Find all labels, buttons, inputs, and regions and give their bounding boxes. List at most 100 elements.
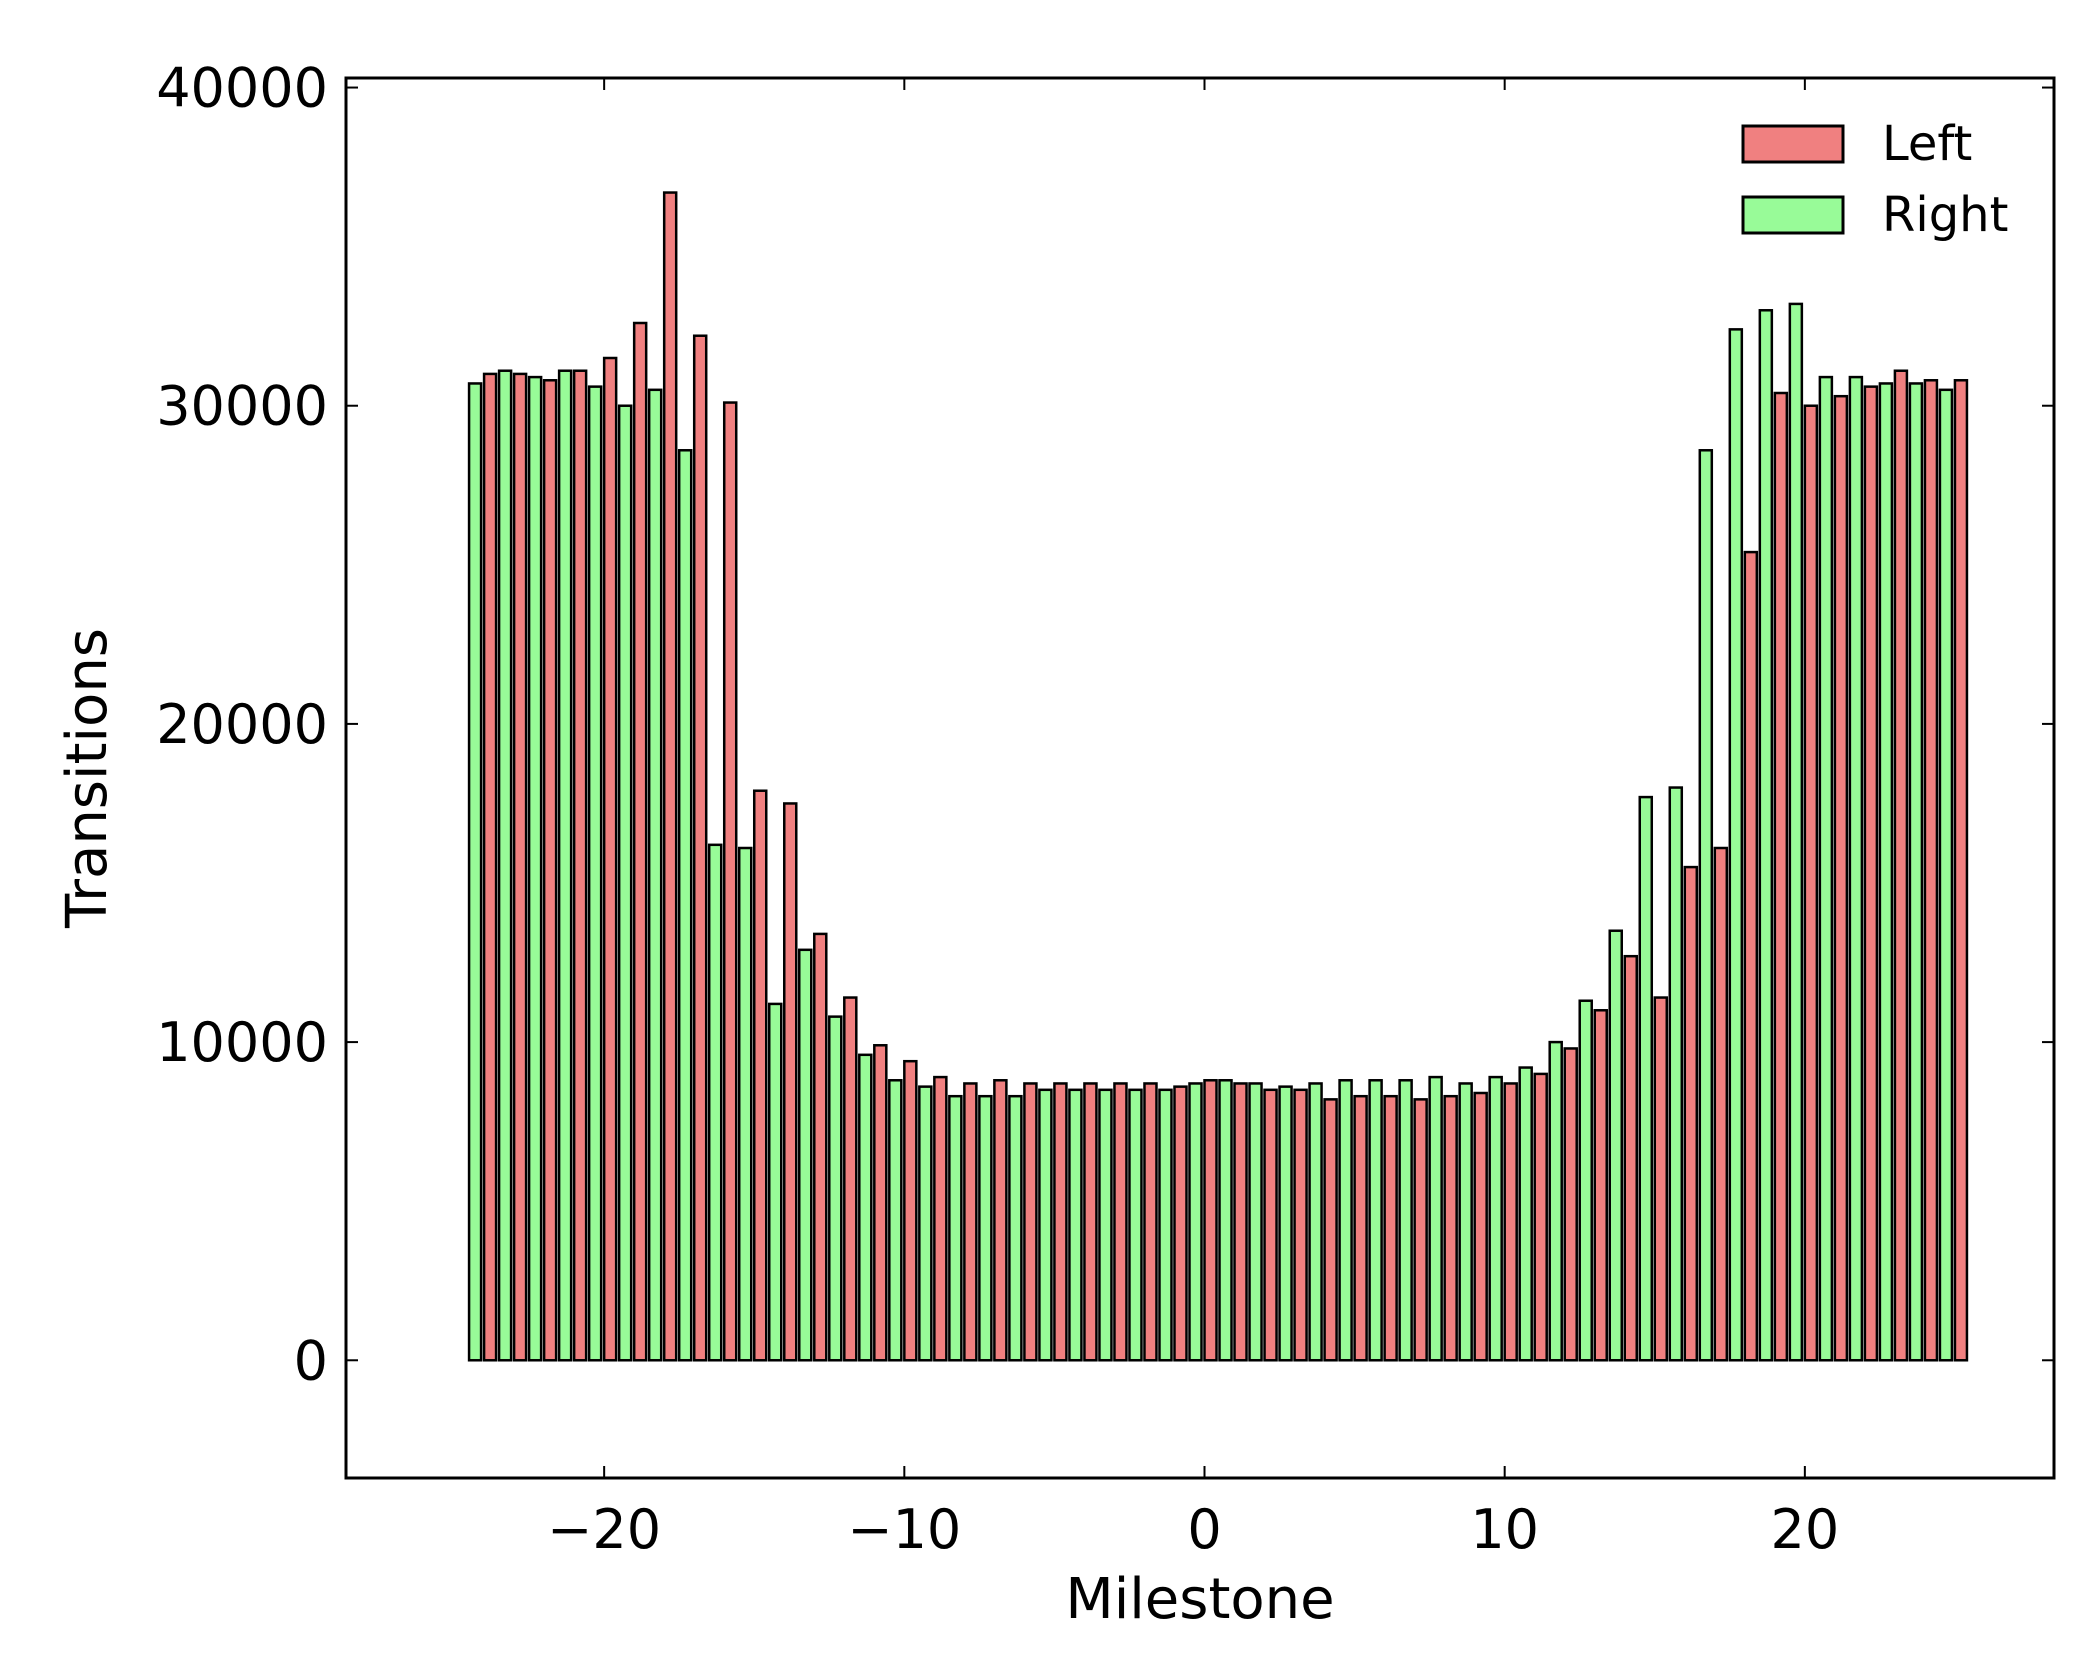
bar-right-46 — [1848, 375, 1864, 1362]
bar-left-32 — [1443, 1094, 1458, 1362]
bar-right-34 — [1488, 1075, 1503, 1362]
bar-right-31 — [1398, 1079, 1413, 1362]
bar-left-3 — [572, 369, 588, 1362]
bar-right-6 — [647, 388, 663, 1362]
bar-left-14 — [903, 1059, 918, 1362]
bar-left-12 — [843, 996, 858, 1362]
bar-left-27 — [1293, 1088, 1308, 1362]
bar-right-15 — [918, 1085, 933, 1362]
bar-left-22 — [1143, 1082, 1158, 1362]
bar-right-35 — [1518, 1066, 1533, 1362]
bar-right-28 — [1308, 1082, 1323, 1362]
series-right-bars — [467, 302, 1954, 1362]
bar-right-41 — [1698, 449, 1714, 1362]
bar-left-21 — [1113, 1082, 1128, 1362]
bar-left-25 — [1233, 1082, 1248, 1362]
bar-right-40 — [1668, 786, 1684, 1362]
x-tick-label-3: 10 — [1470, 1498, 1539, 1561]
legend-label-right: Right — [1882, 187, 2008, 243]
bar-left-33 — [1473, 1091, 1488, 1362]
bar-left-41 — [1713, 846, 1729, 1362]
bar-left-24 — [1203, 1079, 1218, 1362]
bar-right-43 — [1758, 309, 1774, 1362]
bar-right-29 — [1338, 1079, 1353, 1362]
bar-left-13 — [873, 1044, 888, 1362]
bar-left-1 — [512, 372, 528, 1362]
bar-left-6 — [662, 191, 678, 1362]
bar-right-20 — [1068, 1088, 1083, 1362]
bar-right-10 — [767, 1002, 783, 1362]
bar-left-0 — [482, 372, 498, 1362]
bar-right-38 — [1608, 929, 1623, 1362]
bar-left-19 — [1053, 1082, 1068, 1362]
bar-right-47 — [1878, 382, 1894, 1362]
bar-right-44 — [1788, 302, 1804, 1362]
bar-right-23 — [1158, 1088, 1173, 1362]
bar-right-22 — [1128, 1088, 1143, 1362]
bar-left-2 — [542, 379, 558, 1362]
y-tick-label-3: 30000 — [156, 375, 328, 438]
bar-right-12 — [828, 1015, 843, 1362]
bar-right-14 — [888, 1079, 903, 1362]
legend-label-left: Left — [1882, 116, 1972, 172]
bar-left-10 — [783, 802, 798, 1362]
bar-right-17 — [978, 1094, 993, 1362]
bar-left-26 — [1263, 1088, 1278, 1362]
bar-left-40 — [1683, 865, 1699, 1362]
bar-left-35 — [1533, 1072, 1548, 1362]
bar-left-46 — [1863, 385, 1879, 1362]
bar-right-9 — [737, 846, 753, 1362]
bar-right-4 — [587, 385, 603, 1362]
y-axis-ticks: 0 10000 20000 30000 40000 — [156, 57, 2054, 1392]
bar-right-24 — [1188, 1082, 1203, 1362]
bar-left-4 — [602, 356, 618, 1362]
bar-right-32 — [1428, 1075, 1443, 1362]
bar-left-44 — [1803, 404, 1819, 1362]
bar-left-30 — [1383, 1094, 1398, 1362]
bar-left-18 — [1023, 1082, 1038, 1362]
plot-frame — [344, 76, 2056, 1480]
bar-left-23 — [1173, 1085, 1188, 1362]
bar-right-45 — [1818, 375, 1834, 1362]
bar-left-17 — [993, 1079, 1008, 1362]
y-axis-label: Transitions — [55, 628, 120, 929]
y-tick-label-1: 10000 — [156, 1011, 328, 1074]
bar-right-1 — [497, 369, 513, 1362]
bar-right-7 — [677, 449, 693, 1362]
bar-right-37 — [1578, 999, 1593, 1362]
bar-right-25 — [1218, 1079, 1233, 1362]
bar-right-36 — [1548, 1040, 1563, 1362]
bar-left-34 — [1503, 1082, 1518, 1362]
bar-left-38 — [1623, 954, 1639, 1362]
bar-left-20 — [1083, 1082, 1098, 1362]
bar-left-29 — [1353, 1094, 1368, 1362]
bar-left-37 — [1593, 1009, 1608, 1362]
x-tick-label-2: 0 — [1187, 1498, 1221, 1561]
bar-left-49 — [1953, 379, 1969, 1362]
bar-right-11 — [798, 948, 813, 1362]
bar-right-48 — [1908, 382, 1924, 1362]
y-tick-label-2: 20000 — [156, 693, 328, 756]
bar-right-26 — [1248, 1082, 1263, 1362]
x-tick-label-1: −10 — [847, 1498, 961, 1561]
bar-left-28 — [1323, 1098, 1338, 1362]
x-axis-ticks: −20 −10 0 10 20 — [547, 78, 1839, 1561]
legend: Left Right — [1741, 116, 2008, 243]
bar-left-7 — [692, 334, 708, 1362]
legend-swatch-right — [1741, 195, 1845, 235]
x-tick-label-4: 20 — [1770, 1498, 1839, 1561]
bar-left-15 — [933, 1075, 948, 1362]
bar-right-0 — [467, 382, 483, 1362]
bar-left-47 — [1893, 369, 1909, 1362]
bar-right-30 — [1368, 1079, 1383, 1362]
series-left-bars — [482, 191, 1969, 1362]
bar-left-45 — [1833, 394, 1849, 1362]
bar-right-5 — [617, 404, 633, 1362]
bar-left-16 — [963, 1082, 978, 1362]
bar-right-13 — [858, 1053, 873, 1362]
x-tick-label-0: −20 — [547, 1498, 661, 1561]
bar-left-5 — [632, 321, 648, 1362]
bar-left-39 — [1653, 996, 1669, 1362]
bar-right-16 — [948, 1094, 963, 1362]
